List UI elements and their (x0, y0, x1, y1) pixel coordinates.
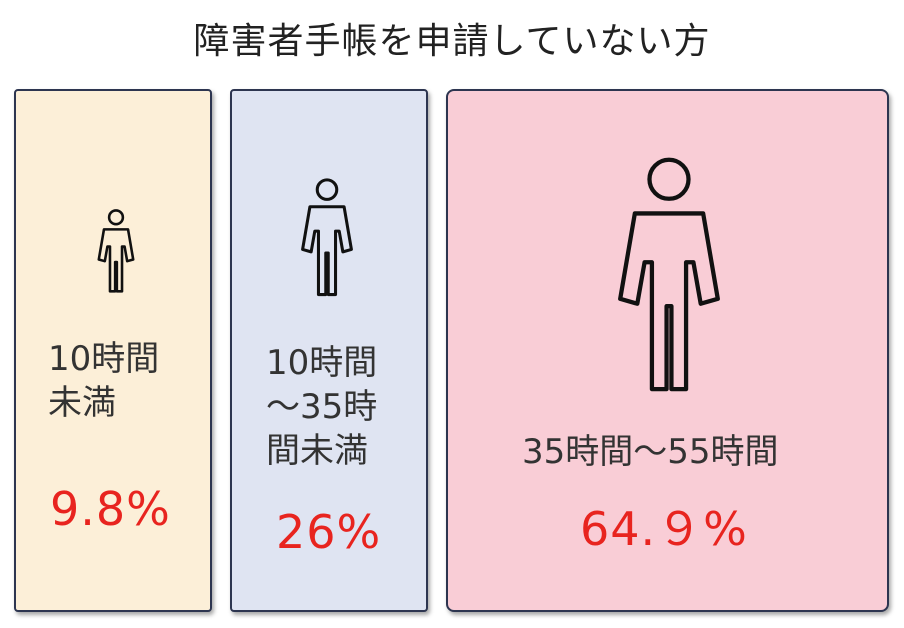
category-label-line: 未満 (48, 383, 116, 423)
percent-value: 64.９% (580, 502, 748, 556)
percent-value: 9.8% (50, 482, 171, 536)
category-label-line: 間未満 (266, 431, 368, 471)
category-panel-under-10h: 10時間 未満 9.8% (14, 89, 212, 612)
percent-value: 26% (276, 505, 382, 559)
person-icon-medium (301, 178, 353, 297)
person-icon-large (618, 157, 720, 392)
category-panel-35-to-55h: 35時間〜55時間 64.９% (446, 89, 889, 612)
chart-title: 障害者手帳を申請していない方 (193, 21, 711, 62)
person-icon-small (97, 209, 135, 293)
category-label-line: 35時間〜55時間 (522, 432, 779, 472)
category-label-line: 〜35時 (266, 387, 378, 427)
category-panel-10-to-35h: 10時間 〜35時 間未満 26% (230, 89, 428, 612)
category-label-line: 10時間 (48, 339, 160, 379)
category-label-line: 10時間 (266, 343, 378, 383)
